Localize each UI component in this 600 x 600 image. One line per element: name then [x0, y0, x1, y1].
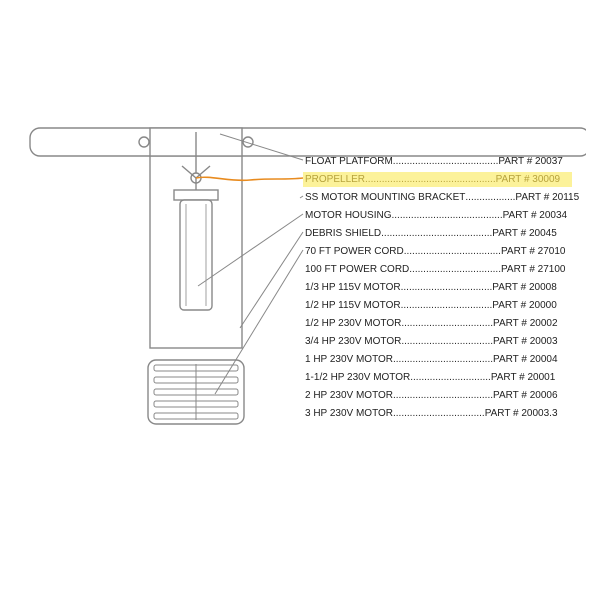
part-row: FLOAT PLATFORM .........................… [305, 156, 570, 167]
part-number: PART # 20003 [493, 336, 558, 347]
dot-leader: ................................. [401, 282, 493, 293]
part-row: MOTOR HOUSING ..........................… [305, 210, 570, 221]
part-row: 1 HP 230V MOTOR ........................… [305, 354, 570, 365]
part-number: PART # 27100 [501, 264, 566, 275]
part-label: 1 HP 230V MOTOR [305, 354, 393, 365]
part-label: 1/2 HP 230V MOTOR [305, 318, 401, 329]
part-label: 1/3 HP 115V MOTOR [305, 282, 401, 293]
dot-leader: .................. [465, 192, 515, 203]
part-row: 3/4 HP 230V MOTOR ......................… [305, 336, 570, 347]
part-label: SS MOTOR MOUNTING BRACKET [305, 192, 465, 203]
part-number: PART # 20037 [498, 156, 563, 167]
dot-leader: ................................... [404, 246, 501, 257]
part-row: 1/2 HP 230V MOTOR ......................… [305, 318, 570, 329]
part-row: 1/2 HP 115V MOTOR ......................… [305, 300, 570, 311]
dot-leader: .................................... [393, 354, 493, 365]
part-row: PROPELLER ..............................… [305, 174, 570, 185]
part-number: PART # 20002 [493, 318, 558, 329]
part-label: 3/4 HP 230V MOTOR [305, 336, 401, 347]
dot-leader: ................................. [401, 300, 493, 311]
part-number: PART # 30009 [496, 174, 561, 185]
part-row: 2 HP 230V MOTOR ........................… [305, 390, 570, 401]
dot-leader: ........................................ [391, 210, 502, 221]
dot-leader: ........................................… [365, 174, 496, 185]
dot-leader: ................................. [401, 318, 493, 329]
part-number: PART # 20034 [503, 210, 568, 221]
dot-leader: .................................... [393, 390, 493, 401]
part-label: 100 FT POWER CORD [305, 264, 409, 275]
part-row: 3 HP 230V MOTOR ........................… [305, 408, 570, 419]
part-number: PART # 20008 [492, 282, 557, 293]
part-number: PART # 20004 [493, 354, 558, 365]
part-number: PART # 27010 [501, 246, 566, 257]
part-label: 2 HP 230V MOTOR [305, 390, 393, 401]
part-label: 3 HP 230V MOTOR [305, 408, 393, 419]
part-label: PROPELLER [305, 174, 365, 185]
part-label: FLOAT PLATFORM [305, 156, 393, 167]
dot-leader: ................................. [401, 336, 493, 347]
part-label: 1/2 HP 115V MOTOR [305, 300, 401, 311]
dot-leader: ................................. [409, 264, 501, 275]
part-row: SS MOTOR MOUNTING BRACKET ..............… [305, 192, 570, 203]
part-number: PART # 20003.3 [485, 408, 558, 419]
dot-leader: ................................. [393, 408, 485, 419]
part-row: 1/3 HP 115V MOTOR ......................… [305, 282, 570, 293]
part-number: PART # 20006 [493, 390, 558, 401]
part-number: PART # 20000 [492, 300, 557, 311]
part-row: DEBRIS SHIELD ..........................… [305, 228, 570, 239]
part-label: 70 FT POWER CORD [305, 246, 404, 257]
part-row: 100 FT POWER CORD ......................… [305, 264, 570, 275]
part-number: PART # 20115 [515, 192, 579, 203]
part-label: 1-1/2 HP 230V MOTOR [305, 372, 410, 383]
part-number: PART # 20001 [491, 372, 556, 383]
part-label: MOTOR HOUSING [305, 210, 391, 221]
part-row: 1-1/2 HP 230V MOTOR ....................… [305, 372, 570, 383]
dot-leader: ........................................ [381, 228, 492, 239]
part-row: 70 FT POWER CORD .......................… [305, 246, 570, 257]
dot-leader: ............................. [410, 372, 491, 383]
part-label: DEBRIS SHIELD [305, 228, 381, 239]
dot-leader: ...................................... [393, 156, 499, 167]
part-number: PART # 20045 [492, 228, 557, 239]
